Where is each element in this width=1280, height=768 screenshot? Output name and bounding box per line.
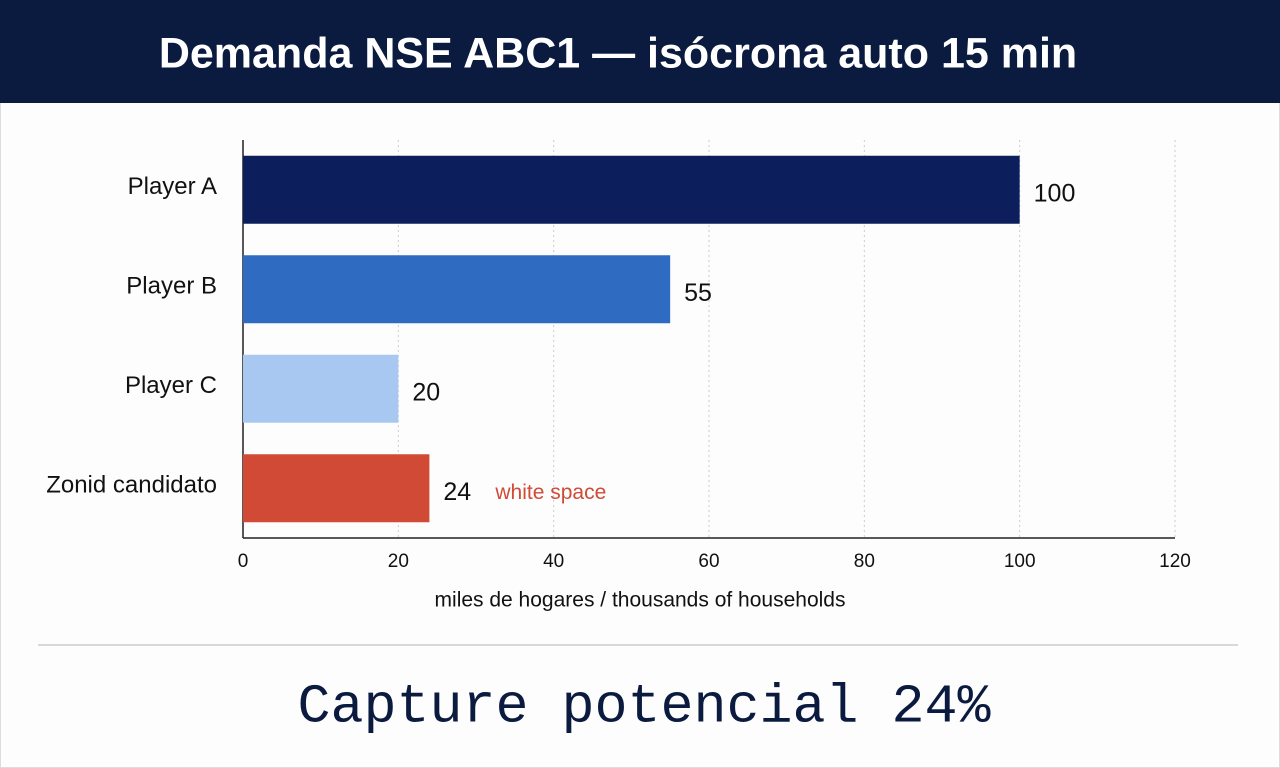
y-tick-label: Player B	[126, 273, 217, 300]
x-tick-label: 80	[854, 551, 875, 572]
x-tick-label: 0	[238, 551, 249, 572]
x-tick-label: 120	[1159, 551, 1191, 572]
value-label: 55	[684, 279, 712, 307]
y-tick-label: Player A	[128, 173, 217, 200]
bar	[243, 155, 1020, 224]
chart-title: Demanda NSE ABC1 — isócrona auto 15 min	[159, 29, 1077, 77]
x-tick-label: 40	[543, 551, 564, 572]
value-label: 100	[1034, 179, 1076, 207]
bar	[243, 255, 671, 324]
footer-text: Capture potencial 24%	[297, 676, 991, 739]
bar	[243, 454, 430, 523]
x-tick-label: 20	[388, 551, 409, 572]
y-tick-label: Zonid candidato	[46, 472, 217, 499]
value-label: 24	[443, 478, 471, 506]
x-tick-label: 60	[698, 551, 719, 572]
header-band	[0, 0, 1280, 103]
x-axis-title: miles de hogares / thousands of househol…	[435, 589, 846, 612]
bar	[243, 354, 399, 423]
annotation: white space	[494, 481, 606, 504]
y-tick-label: Player C	[125, 372, 217, 399]
value-label: 20	[412, 378, 440, 406]
x-tick-label: 100	[1004, 551, 1036, 572]
